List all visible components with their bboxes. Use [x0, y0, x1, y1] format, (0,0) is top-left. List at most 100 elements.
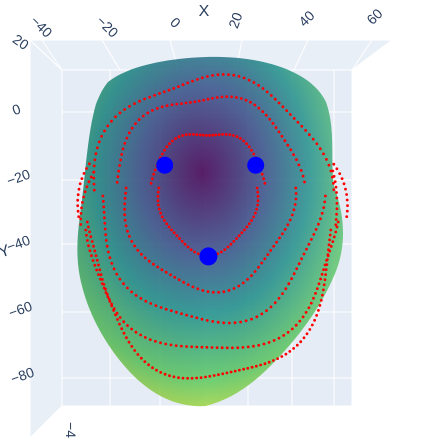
contour-point	[110, 304, 114, 308]
contour-point	[168, 142, 171, 146]
contour-point	[76, 198, 80, 202]
contour-point	[155, 107, 159, 110]
contour-point	[108, 300, 112, 303]
contour-point	[226, 245, 230, 249]
y-tick-label: −20	[4, 166, 32, 189]
contour-point	[253, 103, 257, 107]
contour-point	[211, 74, 215, 77]
contour-point	[239, 320, 243, 324]
contour-point	[307, 242, 311, 246]
contour-point	[159, 211, 163, 215]
contour-point	[97, 140, 101, 144]
contour-point	[157, 207, 161, 211]
contour-point	[83, 190, 87, 194]
contour-point	[159, 341, 162, 345]
contour-point	[263, 257, 267, 261]
contour-point	[242, 367, 246, 371]
marker-point[interactable]	[247, 156, 265, 174]
contour-point	[334, 218, 338, 221]
contour-point	[225, 371, 229, 375]
contour-point	[273, 97, 277, 101]
y-tick-label: 0	[10, 100, 23, 118]
contour-point	[312, 233, 316, 236]
contour-point	[150, 177, 154, 181]
contour-point	[335, 202, 339, 205]
contour-point	[267, 360, 271, 364]
contour-point	[104, 239, 108, 242]
contour-point	[268, 117, 272, 121]
contour-point	[299, 340, 303, 344]
contour-point	[77, 187, 81, 191]
contour-point	[346, 204, 349, 208]
contour-point	[334, 185, 338, 189]
contour-point	[120, 327, 124, 331]
contour-point	[328, 238, 331, 242]
contour-point	[103, 227, 107, 231]
contour-point	[261, 87, 265, 90]
contour-point	[214, 133, 218, 137]
contour-point	[99, 277, 102, 281]
contour-point	[115, 180, 119, 184]
contour-point	[84, 228, 88, 232]
contour-point	[295, 267, 299, 271]
contour-point	[79, 217, 83, 221]
contour-point	[246, 366, 250, 370]
contour-point	[118, 164, 121, 167]
contour-point	[163, 219, 166, 222]
contour-point	[206, 97, 210, 101]
contour-point	[128, 105, 131, 108]
contour-point	[257, 84, 260, 87]
contour-point	[215, 96, 219, 99]
contour-point	[92, 182, 96, 186]
contour-point	[190, 376, 194, 380]
contour-point	[236, 346, 240, 350]
contour-point	[127, 340, 131, 344]
contour-point	[320, 272, 324, 276]
marker-point[interactable]	[199, 247, 218, 266]
contour-point	[157, 186, 161, 190]
contour-point	[114, 313, 117, 317]
contour-point	[278, 236, 281, 240]
contour-point	[332, 162, 336, 166]
contour-point	[123, 108, 126, 111]
contour-point	[174, 344, 178, 347]
contour-point	[85, 220, 89, 224]
contour-point	[254, 211, 257, 215]
contour-point	[122, 320, 126, 324]
marker-point[interactable]	[156, 156, 174, 174]
contour-point	[153, 93, 157, 97]
contour-point	[297, 262, 301, 266]
contour-point	[180, 102, 183, 105]
contour-point	[206, 290, 210, 293]
contour-point	[171, 139, 174, 143]
contour-point	[312, 296, 315, 300]
contour-point	[82, 195, 85, 199]
contour-point	[152, 262, 155, 266]
contour-point	[309, 301, 313, 305]
contour-point	[165, 222, 169, 226]
contour-point	[195, 345, 199, 349]
contour-point	[290, 327, 294, 331]
contour-point	[267, 341, 271, 344]
contour-point	[182, 280, 186, 284]
contour-point	[76, 204, 80, 208]
contour-point	[331, 169, 335, 173]
contour-point	[324, 194, 327, 198]
contour-point	[152, 172, 156, 176]
contour-point	[326, 253, 330, 257]
contour-point	[169, 273, 172, 277]
contour-point	[217, 373, 220, 377]
contour-point	[229, 370, 233, 374]
contour-point	[327, 243, 331, 247]
contour-point	[252, 215, 256, 219]
contour-point	[255, 315, 259, 319]
contour-point	[168, 374, 171, 378]
contour-point	[94, 152, 98, 156]
contour-point	[325, 263, 329, 266]
contour-point	[257, 265, 260, 269]
contour-point	[183, 242, 187, 246]
z-tick-label: −4	[63, 422, 79, 438]
contour-point	[124, 224, 128, 228]
contour-point	[186, 245, 190, 249]
